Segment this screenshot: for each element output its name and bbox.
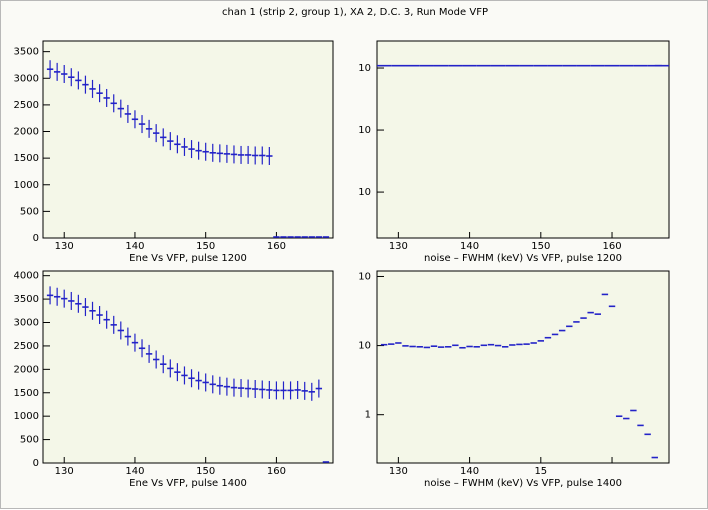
y-tick-label: 3500 bbox=[14, 47, 39, 58]
y-tick-label: 1500 bbox=[14, 388, 39, 399]
y-tick-label: 0 bbox=[33, 233, 39, 244]
x-tick-label: 130 bbox=[55, 466, 74, 477]
x-tick-label: 140 bbox=[125, 466, 144, 477]
y-tick-label: 500 bbox=[20, 435, 39, 446]
x-axis-label: Ene Vs VFP, pulse 1400 bbox=[129, 478, 247, 489]
x-axis-label: noise – FWHM (keV) Vs VFP, pulse 1200 bbox=[424, 253, 622, 264]
x-tick-label: 150 bbox=[531, 241, 550, 252]
x-tick-label: 150 bbox=[196, 466, 215, 477]
y-tick-label: 10 bbox=[358, 187, 371, 198]
x-tick-label: 140 bbox=[460, 241, 479, 252]
panel-1: 130 140 150 160 0 500 1000 1500 2000 2500 3000 3500… bbox=[14, 40, 334, 264]
y-tick-label: 4000 bbox=[14, 271, 39, 282]
x-axis-label: Ene Vs VFP, pulse 1200 bbox=[129, 253, 247, 264]
x-tick-label: 140 bbox=[125, 241, 144, 252]
y-tick-label: 3000 bbox=[14, 318, 39, 329]
y-tick-label: 2500 bbox=[14, 341, 39, 352]
y-tick-label: 1500 bbox=[14, 153, 39, 164]
plot-area bbox=[42, 40, 334, 239]
y-tick-label: 10 bbox=[358, 125, 371, 136]
y-tick-label: 10 bbox=[358, 271, 371, 282]
x-tick-label: 15 bbox=[534, 466, 547, 477]
y-tick-label: 10 bbox=[358, 63, 371, 74]
y-tick-label: 1000 bbox=[14, 180, 39, 191]
y-tick-label: 1 bbox=[365, 410, 371, 421]
y-tick-label: 2000 bbox=[14, 127, 39, 138]
x-tick-label: 130 bbox=[389, 466, 408, 477]
x-axis-label: noise – FWHM (keV) Vs VFP, pulse 1400 bbox=[424, 478, 622, 489]
y-tick-label: 0 bbox=[33, 458, 39, 469]
x-tick-label: 150 bbox=[196, 241, 215, 252]
y-tick-label: 2500 bbox=[14, 100, 39, 111]
y-tick-label: 500 bbox=[20, 206, 39, 217]
y-tick-label: 10 bbox=[358, 341, 371, 352]
x-tick-label: 160 bbox=[267, 241, 286, 252]
y-tick-label: 2000 bbox=[14, 364, 39, 375]
x-tick-label: 130 bbox=[55, 241, 74, 252]
panel-3: 130 140 150 160 0 500 1000 1500 2000 2500 3000 3500… bbox=[14, 270, 334, 489]
plot-area bbox=[42, 270, 334, 464]
x-tick-label: 160 bbox=[267, 466, 286, 477]
figure-title: chan 1 (strip 2, group 1), XA 2, D.C. 3,… bbox=[222, 7, 488, 18]
y-tick-label: 3000 bbox=[14, 73, 39, 84]
y-tick-label: 3500 bbox=[14, 294, 39, 305]
panel-4: 130 140 15 1 10 10 noise – FWHM (keV) Vs VFP, … bbox=[358, 270, 670, 489]
plot-area bbox=[376, 270, 670, 464]
y-tick-label: 1000 bbox=[14, 411, 39, 422]
x-tick-label: 140 bbox=[460, 466, 479, 477]
plot-area bbox=[376, 40, 670, 239]
x-tick-label: 160 bbox=[602, 241, 621, 252]
x-tick-label: 130 bbox=[389, 241, 408, 252]
panel-2: 130 140 150 160 10 10 10 noise – FWHM (keV) Vs … bbox=[358, 40, 670, 264]
